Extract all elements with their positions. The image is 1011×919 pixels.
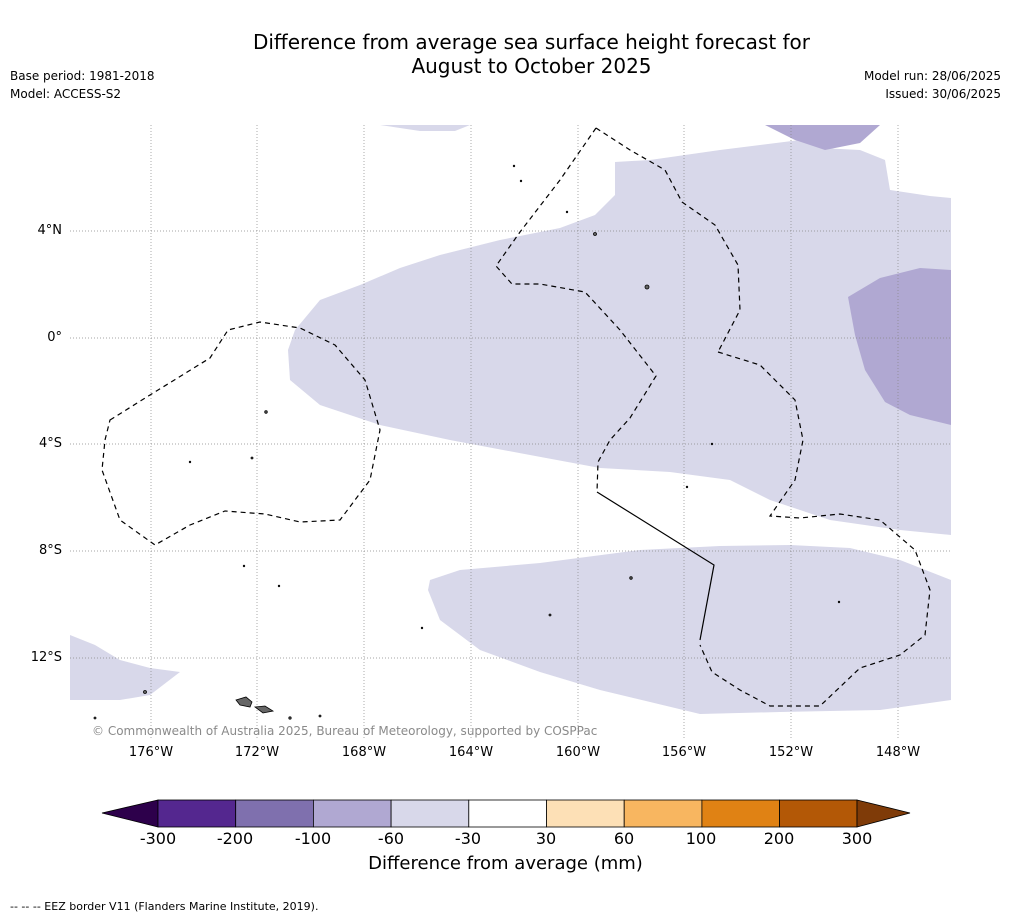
eez-solid-boundary — [596, 491, 715, 641]
map-title-line1: Difference from average sea surface heig… — [252, 30, 811, 54]
island-dot — [710, 442, 714, 446]
island-savaii — [235, 696, 253, 708]
island-dot — [685, 485, 689, 489]
island-dot — [644, 284, 650, 290]
lat-label-8s: 8°S — [38, 543, 62, 558]
island-dot — [519, 179, 523, 183]
map-title: Difference from average sea surface heig… — [0, 30, 1011, 78]
lon-label-160w: 160°W — [555, 745, 601, 760]
eez-kiribati-phoenix — [595, 127, 741, 353]
eez-solid-segment — [596, 491, 715, 641]
lon-label-172w: 172°W — [234, 745, 280, 760]
island-dot — [593, 232, 597, 236]
anomaly-region-north — [380, 125, 470, 131]
metadata-left: Base period: 1981-2018 Model: ACCESS-S2 — [10, 67, 155, 103]
metadata-right: Model run: 28/06/2025 Issued: 30/06/2025 — [864, 67, 1001, 103]
anomaly-region-northeast-dark — [765, 125, 880, 150]
colorbar-under-arrow — [101, 799, 159, 828]
lon-label-168w: 168°W — [341, 745, 387, 760]
island-dot — [318, 714, 322, 718]
islands — [93, 164, 841, 720]
colorbar-tick: 200 — [763, 829, 795, 848]
colorbar-tick: -100 — [294, 829, 332, 848]
island-dot — [548, 613, 552, 617]
island-dot — [93, 716, 97, 720]
island-dot — [264, 410, 268, 414]
island-dot — [420, 626, 424, 630]
island-dot — [242, 564, 246, 568]
eez-line-east — [699, 351, 931, 707]
colorbar-tick: 30 — [535, 829, 557, 848]
lon-label-164w: 164°W — [448, 745, 494, 760]
map-title-line2: August to October 2025 — [411, 54, 652, 78]
island-upolu — [253, 705, 275, 714]
eez-tokelau — [101, 321, 381, 546]
colorbar-over-arrow — [856, 799, 911, 828]
issued-date: Issued: 30/06/2025 — [885, 87, 1001, 101]
base-period: Base period: 1981-2018 — [10, 69, 155, 83]
island-dot — [629, 576, 633, 580]
colorbar-tick: -300 — [139, 829, 177, 848]
colorbar — [101, 799, 911, 828]
colorbar-tick: 100 — [685, 829, 717, 848]
eez-line-west — [495, 127, 657, 493]
anomaly-region-east-dark — [848, 268, 951, 425]
anomaly-fill — [70, 125, 951, 714]
colorbar-tick: -200 — [216, 829, 254, 848]
colorbar-title: Difference from average (mm) — [368, 853, 643, 874]
colorbar-tick: -60 — [377, 829, 405, 848]
colorbar-tick: -30 — [454, 829, 482, 848]
lat-label-12s: 12°S — [30, 650, 62, 665]
lat-label-0: 0° — [47, 330, 62, 345]
colorbar-segment — [235, 799, 314, 828]
island-dot — [837, 600, 841, 604]
lat-label-4n: 4°N — [37, 223, 63, 238]
island-dot — [288, 716, 292, 720]
lon-label-176w: 176°W — [128, 745, 174, 760]
lon-label-148w: 148°W — [875, 745, 921, 760]
island-dot — [143, 690, 147, 694]
lat-label-4s: 4°S — [38, 436, 62, 451]
island-dot — [565, 210, 569, 214]
colorbar-segment — [546, 799, 625, 828]
eez-borders — [101, 127, 931, 707]
anomaly-region-south — [428, 545, 951, 714]
lon-label-156w: 156°W — [661, 745, 707, 760]
island-dot — [512, 164, 516, 168]
colorbar-segment — [312, 799, 392, 828]
colorbar-segment — [468, 799, 547, 828]
eez-legend-note: -- -- -- EEZ border V11 (Flanders Marine… — [10, 900, 319, 913]
colorbar-segment — [157, 799, 237, 828]
colorbar-segment — [390, 799, 470, 828]
anomaly-region-southwest — [70, 635, 180, 700]
colorbar-tick: 60 — [613, 829, 635, 848]
island-dot — [250, 456, 254, 460]
copyright-notice: © Commonwealth of Australia 2025, Bureau… — [92, 724, 598, 738]
colorbar-segment — [701, 799, 781, 828]
model-name: Model: ACCESS-S2 — [10, 87, 122, 101]
lon-label-152w: 152°W — [768, 745, 814, 760]
colorbar-segment — [623, 799, 703, 828]
colorbar-tick: 300 — [841, 829, 873, 848]
island-dot — [188, 460, 192, 464]
model-run: Model run: 28/06/2025 — [863, 69, 1001, 83]
island-dot — [277, 584, 281, 588]
colorbar-segment — [779, 799, 858, 828]
graticule — [70, 125, 951, 738]
